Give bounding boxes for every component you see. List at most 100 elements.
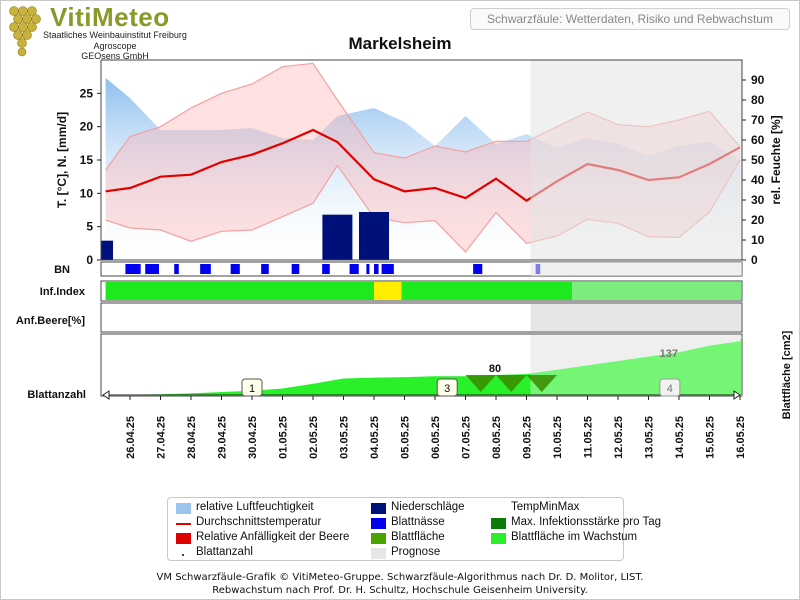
- legend-swatch: [491, 533, 506, 544]
- legend-swatch: [491, 518, 506, 529]
- legend-label: Blattfläche im Wachstum: [511, 531, 638, 543]
- footer-credits: Rebwachstum nach Prof. Dr. H. Schultz, H…: [212, 585, 588, 596]
- blattnaesse-bar: [200, 264, 211, 274]
- y-right-tick-label: 20: [751, 213, 765, 227]
- x-tick-label: 02.05.25: [308, 416, 320, 459]
- blattflaeche-value-label: 80: [489, 363, 501, 375]
- blattanzahl-marker: [659, 378, 681, 397]
- chart-title: Markelsheim: [348, 34, 452, 53]
- forecast-overlay-bn: [530, 262, 742, 276]
- x-tick-label: 30.04.25: [247, 416, 259, 459]
- blattflaeche-triangle: [526, 374, 557, 392]
- x-tick-label: 11.05.25: [583, 416, 595, 458]
- x-tick-label: 16.05.25: [735, 416, 747, 459]
- infection-index-segment: [572, 282, 741, 300]
- y-right-tick-label: 10: [751, 233, 765, 247]
- x-tick-label: 06.05.25: [430, 416, 442, 459]
- x-tick-label: 05.05.25: [400, 416, 412, 459]
- infection-index-segment: [105, 282, 374, 300]
- footer-copyright: VM Schwarzfäule-Grafik © VitiMeteo-Grupp…: [156, 572, 644, 583]
- y-left-tick-label: 0: [86, 253, 93, 267]
- x-tick-label: 01.05.25: [278, 416, 290, 459]
- y-right-tick-label: 70: [751, 113, 765, 127]
- infection-index-segment: [374, 282, 402, 300]
- y-right-tick-label: 0: [751, 253, 758, 267]
- x-tick-label: 13.05.25: [644, 416, 656, 459]
- legend-swatch: [176, 533, 191, 544]
- blattnaesse-bar: [349, 264, 359, 274]
- legend-label: Blattanzahl: [196, 546, 253, 558]
- legend-label: Blattfläche: [391, 531, 445, 543]
- legend-label: TempMinMax: [511, 501, 580, 513]
- x-tick-label: 10.05.25: [552, 416, 564, 459]
- x-tick-label: 14.05.25: [674, 416, 686, 459]
- logo-title: VitiMeteo: [50, 2, 170, 32]
- legend-swatch: [371, 533, 386, 544]
- blattnaesse-bar: [374, 264, 379, 274]
- precipitation-bar: [359, 212, 389, 260]
- y-left-tick-label: 25: [80, 86, 94, 100]
- logo-line-geosens: GEOsens GmbH: [81, 51, 149, 61]
- legend-swatch: [371, 548, 386, 559]
- blatt-arrow-left: [102, 390, 110, 400]
- logo-line-agroscope: Agroscope: [93, 41, 137, 51]
- forecast-overlay-anf: [530, 304, 741, 331]
- blattnaesse-bar: [125, 264, 141, 274]
- vitimeteo-logo: VitiMeteo Staatliches Weinbauinstitut Fr…: [4, 2, 194, 62]
- y-right-tick-label: 60: [751, 133, 765, 147]
- blattnaesse-bar: [174, 264, 179, 274]
- y-right-tick-label: 30: [751, 193, 765, 207]
- blattflaeche-axis-label: Blattfläche [cm2]: [781, 330, 793, 419]
- legend-label: Prognose: [391, 546, 441, 558]
- y-right-tick-label: 50: [751, 153, 765, 167]
- x-tick-label: 27.04.25: [156, 416, 168, 459]
- legend-swatch: [371, 518, 386, 529]
- forecast-overlay-main: [530, 60, 742, 260]
- blatt-arrow-right: [733, 390, 741, 400]
- blattflaeche-triangle: [496, 374, 527, 392]
- blattanzahl-marker: [436, 378, 458, 397]
- blattnaesse-bar: [473, 264, 483, 274]
- blattanzahl-marker-label: 1: [249, 383, 255, 395]
- y-right-tick-label: 40: [751, 173, 765, 187]
- x-tick-label: 29.04.25: [217, 416, 229, 459]
- x-tick-label: 04.05.25: [369, 416, 381, 459]
- x-tick-label: 03.05.25: [339, 416, 351, 459]
- x-tick-label: 12.05.25: [613, 416, 625, 459]
- x-tick-label: 09.05.25: [522, 416, 534, 459]
- x-tick-label: 07.05.25: [461, 416, 473, 459]
- y-left-axis-label: T. [°C], N. [mm/d]: [55, 112, 69, 208]
- blattnaesse-bar: [230, 264, 240, 274]
- legend-swatch: [371, 503, 386, 514]
- y-right-axis-label: rel. Feuchte [%]: [769, 115, 783, 204]
- infection-index-segment: [401, 282, 573, 300]
- blattflaeche-triangle: [465, 374, 496, 392]
- x-tick-label: 28.04.25: [186, 416, 198, 459]
- x-tick-label: 08.05.25: [491, 416, 503, 459]
- grape-icon: [9, 6, 41, 57]
- blattflaeche-area: [105, 336, 743, 396]
- logo-line-institute: Staatliches Weinbauinstitut Freiburg: [43, 30, 187, 40]
- y-left-tick-label: 5: [86, 220, 93, 234]
- y-left-tick-label: 15: [80, 153, 94, 167]
- blatt-row-label: Blattanzahl: [27, 389, 86, 401]
- legend-label: Blattnässe: [391, 516, 445, 528]
- blattnaesse-bar: [381, 264, 394, 274]
- legend-label: Niederschläge: [391, 501, 465, 513]
- chart-subtitle-box: Schwarzfäule: Wetterdaten, Risiko und Re…: [470, 8, 790, 30]
- legend-swatch: [182, 554, 184, 556]
- blattnaesse-bar: [322, 264, 330, 274]
- legend-swatch: [176, 503, 191, 514]
- precipitation-bar: [322, 214, 353, 260]
- precipitation-bar: [101, 240, 113, 260]
- inf-row-label: Inf.Index: [40, 286, 86, 298]
- blattnaesse-bar: [366, 264, 370, 274]
- legend-label: Relative Anfälligkeit der Beere: [196, 531, 350, 543]
- blattnaesse-bar: [145, 264, 159, 274]
- y-right-tick-label: 90: [751, 73, 765, 87]
- chart-legend: relative Luftfeuchtigkeit Niederschläge Te…: [167, 497, 661, 561]
- blattflaeche-value-label: 137: [660, 348, 678, 360]
- y-right-tick-label: 80: [751, 93, 765, 107]
- bn-row-label: BN: [54, 264, 70, 276]
